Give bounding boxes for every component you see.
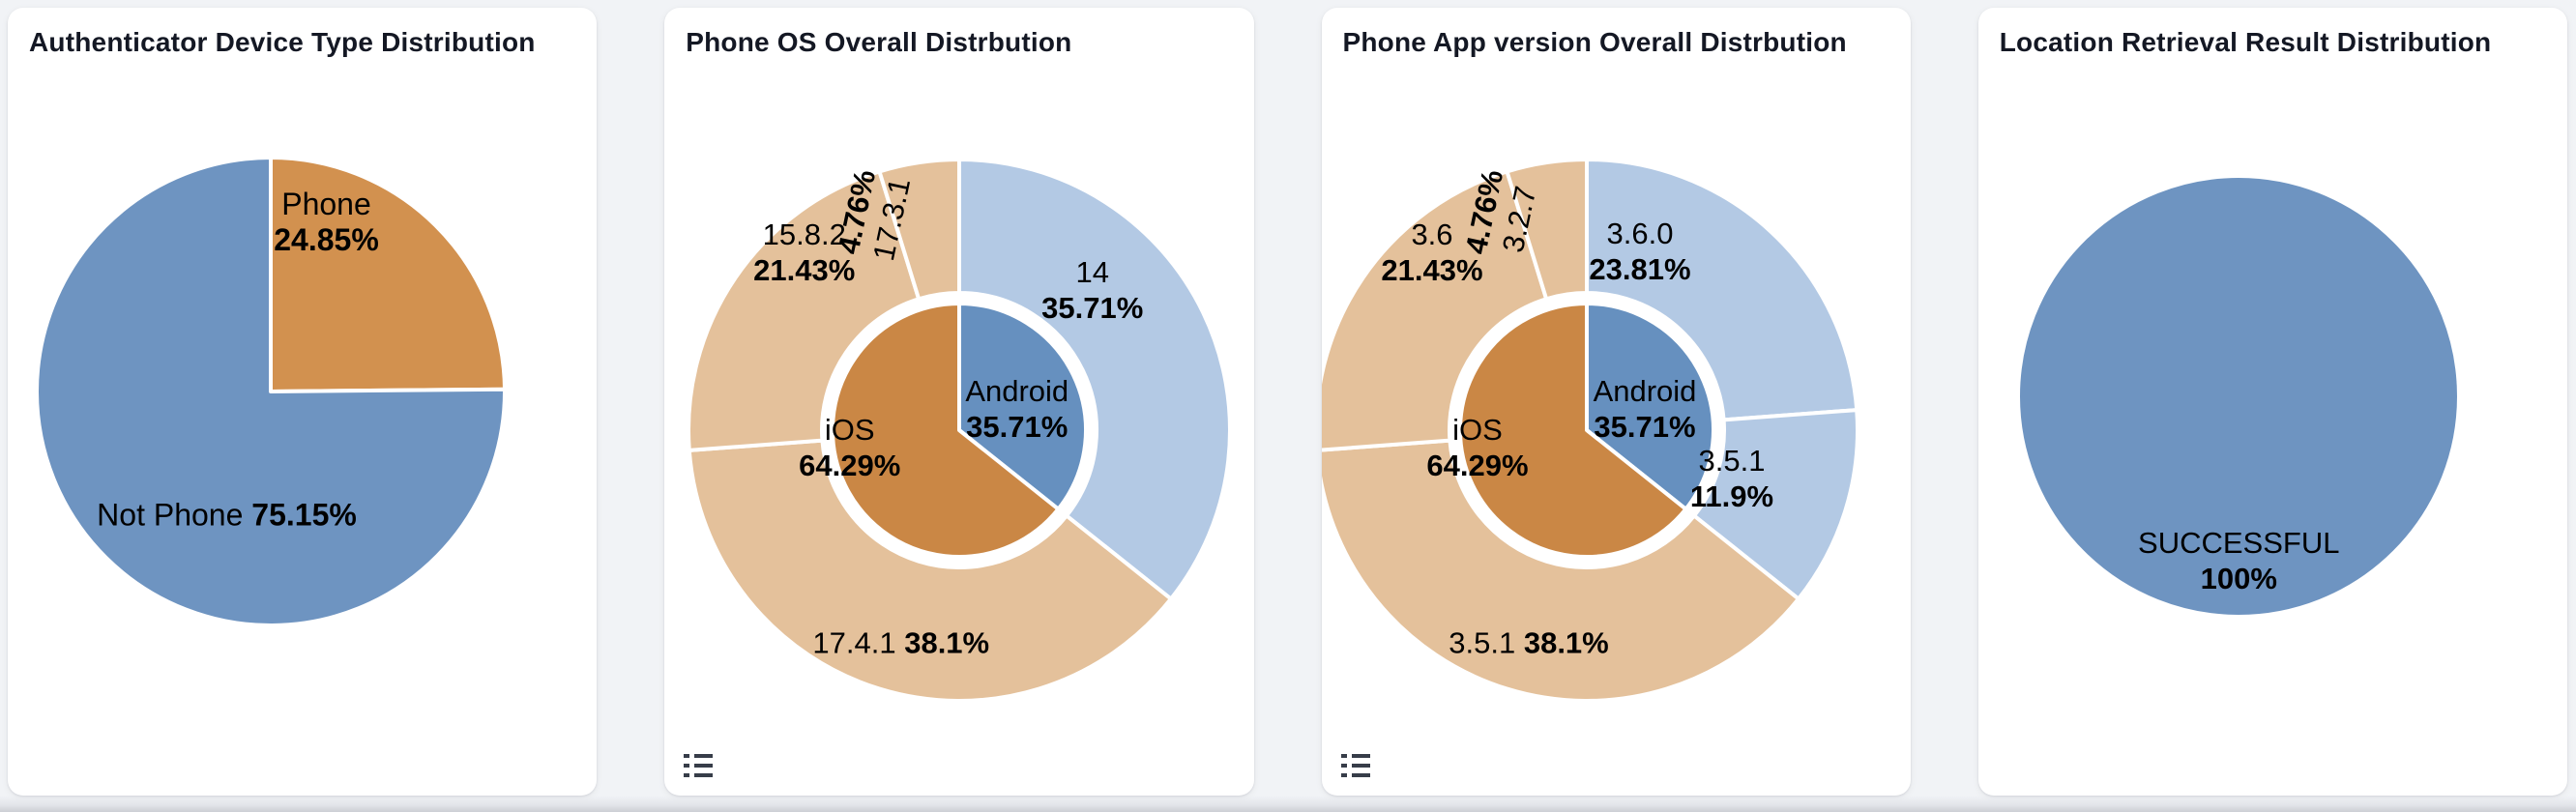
pie-slice-successful[interactable]	[2016, 174, 2462, 619]
pie-slice-3-2-7[interactable]	[1505, 158, 1589, 302]
window-bottom-edge	[0, 796, 2576, 812]
slice-label-successful: SUCCESSFUL 100%	[2138, 526, 2340, 595]
chart-title: Authenticator Device Type Distribution	[29, 27, 536, 57]
sunburst-chart-canvas: Android 35.71% iOS 64.29% 14 35.71% 17.4.1 38.…	[664, 8, 1253, 796]
slice-label-3-5-1: 3.5.1 11.9%	[1689, 444, 1774, 513]
list-icon	[684, 754, 714, 777]
slice-label-17-4-1: 17.4.1 38.1%	[812, 625, 990, 660]
pie-slice-android[interactable]	[956, 302, 1088, 511]
pie-slice-3-6-0[interactable]	[1585, 158, 1859, 422]
chart-card-location-retrieval: Location Retrieval Result Distribution S…	[1977, 8, 2567, 796]
slice-label-android: Android 35.71%	[1593, 374, 1697, 444]
pie-chart-canvas: SUCCESSFUL 100%	[1978, 8, 2567, 796]
slice-label-ios: iOS 64.29%	[799, 413, 901, 482]
sunburst-chart-canvas: Android 35.71% iOS 64.29% 3.6.0 23.81% 3.5.1 11…	[1321, 8, 1911, 796]
pie-svg	[2016, 174, 2462, 619]
pie-slice-3-6[interactable]	[1321, 169, 1549, 452]
pie-slice-3-5-1[interactable]	[1321, 438, 1800, 703]
pie-slice-14[interactable]	[956, 158, 1232, 601]
list-icon	[1340, 754, 1370, 777]
chart-title: Phone App version Overall Distrbution	[1342, 27, 1847, 57]
slice-label-not-phone: Not Phone 75.15%	[97, 497, 357, 533]
slice-label-phone: Phone 24.85%	[274, 187, 379, 257]
pie-slice-17-3-1[interactable]	[877, 158, 961, 302]
pie-chart-canvas: Phone 24.85% Not Phone 75.15%	[8, 8, 597, 796]
pie-slice-17-4-1[interactable]	[687, 438, 1173, 703]
slice-label-3-5-1: 3.5.1 38.1%	[1449, 625, 1609, 660]
pie-slice-ios[interactable]	[1458, 302, 1688, 559]
pie-slice-ios[interactable]	[830, 302, 1061, 559]
chart-card-phone-os: Phone OS Overall Distrbution Android 35.7…	[664, 8, 1254, 796]
chart-card-phone-app-version: Phone App version Overall Distrbution An…	[1321, 8, 1911, 796]
pie-slice-phone[interactable]	[268, 156, 507, 393]
pie-slice-15-8-2[interactable]	[686, 169, 921, 452]
slice-label-ios: iOS 64.29%	[1426, 413, 1529, 482]
slice-label-android: Android 35.71%	[965, 374, 1069, 444]
slice-label-3-6: 3.6 21.43%	[1381, 218, 1483, 287]
chart-card-authenticator-device-type: Authenticator Device Type Distribution P…	[8, 8, 598, 796]
chart-title: Location Retrieval Result Distribution	[1999, 27, 2492, 57]
slice-label-3-6-0: 3.6.0 23.81%	[1589, 217, 1691, 286]
sunburst-svg	[1321, 158, 1859, 703]
pie-slice-3-5-1[interactable]	[1692, 408, 1859, 601]
pie-svg	[34, 156, 507, 627]
slice-label-15-8-2: 15.8.2 21.43%	[753, 218, 856, 287]
slice-label-14: 14 35.71%	[1041, 255, 1144, 325]
legend-list-icon[interactable]	[684, 753, 714, 778]
chart-title: Phone OS Overall Distrbution	[686, 27, 1072, 57]
pie-slice-not-phone[interactable]	[34, 156, 507, 627]
sunburst-svg	[686, 158, 1232, 703]
legend-list-icon[interactable]	[1340, 753, 1370, 778]
pie-slice-android[interactable]	[1585, 302, 1715, 511]
